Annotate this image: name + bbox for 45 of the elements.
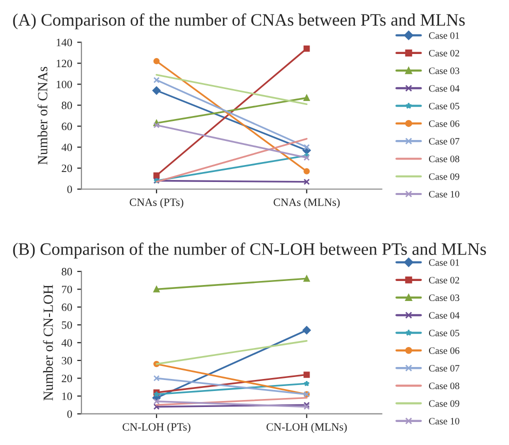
- legend-label: Case 07: [428, 138, 460, 145]
- y-tick-label: 140: [56, 38, 72, 46]
- y-tick-label: 0: [67, 410, 72, 418]
- y-tick-label: 10: [62, 392, 72, 400]
- legend-label: Case 06: [428, 347, 460, 354]
- y-tick-label: 20: [62, 374, 72, 382]
- x-tick-label: CNAs (MLNs): [274, 198, 340, 208]
- y-tick-label: 40: [62, 144, 72, 152]
- legend-label: Case 10: [428, 190, 460, 198]
- legend-label: Case 09: [428, 400, 460, 407]
- legend-label: Case 07: [428, 364, 460, 372]
- legend-label: Case 01: [428, 259, 460, 266]
- y-tick-label: 30: [62, 356, 72, 364]
- legend-label: Case 06: [428, 120, 460, 127]
- chart-title: (B) Comparison of the number of CN-LOH between PTs and MLNs: [13, 242, 486, 258]
- y-axis-title: Number of CN-LOH: [43, 284, 53, 400]
- y-tick-label: 0: [67, 186, 72, 194]
- legend-label: Case 05: [428, 330, 460, 336]
- legend-label: Case 09: [428, 173, 460, 180]
- x-tick-label: CN-LOH (PTs): [122, 422, 190, 433]
- legend-label: Case 10: [428, 418, 460, 424]
- legend-label: Case 05: [428, 102, 460, 110]
- y-tick-label: 40: [62, 339, 72, 347]
- y-tick-label: 100: [56, 80, 72, 88]
- legend-label: Case 08: [428, 382, 460, 390]
- legend-label: Case 02: [428, 276, 460, 284]
- y-tick-label: 20: [62, 164, 72, 172]
- y-tick-label: 60: [62, 304, 72, 312]
- x-tick-label: CN-LOH (MLNs): [266, 422, 347, 433]
- legend-label: Case 03: [428, 294, 460, 302]
- legend-label: Case 08: [428, 156, 460, 162]
- chart-title: (A) Comparison of the number of CNAs between PTs and MLNs: [13, 13, 465, 30]
- y-axis-title: Number of CNAs: [37, 66, 48, 165]
- legend-label: Case 02: [428, 50, 460, 56]
- y-tick-label: 60: [62, 122, 72, 130]
- x-tick-label: CNAs (PTs): [130, 198, 184, 208]
- y-tick-label: 120: [56, 60, 72, 68]
- legend-label: Case 03: [428, 68, 460, 74]
- legend-label: Case 04: [428, 85, 460, 92]
- legend-label: Case 01: [428, 32, 460, 39]
- y-tick-label: 70: [62, 286, 72, 294]
- y-tick-label: 80: [62, 102, 72, 110]
- legend-label: Case 04: [428, 312, 460, 319]
- y-tick-label: 50: [62, 321, 72, 329]
- y-tick-label: 80: [62, 268, 72, 276]
